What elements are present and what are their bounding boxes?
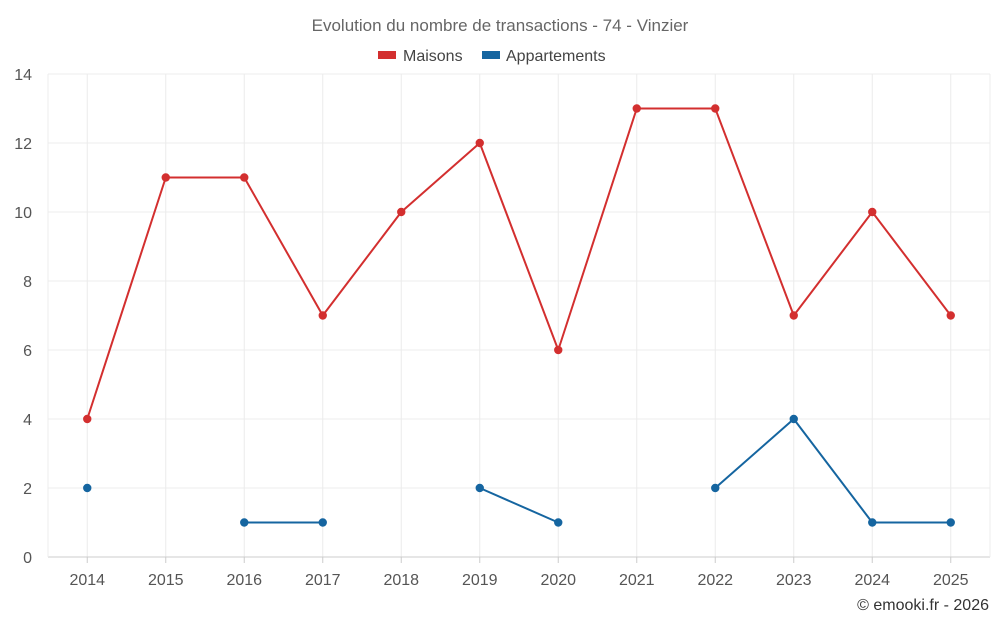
legend-item-maisons[interactable]: Maisons — [378, 48, 463, 65]
legend[interactable]: Maisons Appartements — [378, 48, 606, 65]
x-tick-label: 2017 — [305, 572, 341, 589]
data-point[interactable] — [475, 483, 484, 493]
data-point[interactable] — [868, 207, 877, 217]
x-tick-label: 2024 — [854, 572, 890, 589]
grid — [48, 73, 990, 557]
credit-text: © emooki.fr - 2026 — [857, 597, 989, 614]
legend-swatch — [378, 51, 396, 59]
series-line-segment — [714, 418, 795, 489]
axes: 0 2 4 6 8 10 12 14 2014 2015 2016 2017 2018 2019 2020 2… — [14, 67, 991, 589]
series-maisons — [83, 104, 955, 424]
y-tick-label: 12 — [14, 136, 32, 153]
legend-label: Appartements — [506, 48, 606, 65]
x-tick-label: 2019 — [462, 572, 498, 589]
series-line-segment — [321, 211, 403, 317]
y-tick-label: 6 — [23, 343, 32, 360]
data-point[interactable] — [475, 138, 484, 148]
data-point[interactable] — [711, 483, 720, 493]
x-tick-label: 2016 — [226, 572, 262, 589]
series-line-segment — [86, 176, 167, 420]
series-line-segment — [871, 211, 952, 317]
data-point[interactable] — [240, 173, 249, 182]
data-point[interactable] — [789, 311, 798, 320]
series-line-segment — [400, 142, 481, 213]
data-point[interactable] — [240, 518, 249, 527]
series-appartements — [83, 414, 955, 527]
x-tick-label: 2018 — [383, 572, 419, 589]
series-line-segment — [792, 211, 874, 317]
x-tick-label: 2023 — [776, 572, 812, 589]
x-tick-label: 2015 — [148, 572, 184, 589]
legend-item-appartements[interactable]: Appartements — [482, 48, 606, 65]
data-point[interactable] — [868, 518, 877, 527]
data-point[interactable] — [632, 104, 641, 113]
series-line-segment — [243, 176, 324, 317]
data-point[interactable] — [946, 518, 955, 527]
data-point[interactable] — [789, 414, 798, 424]
y-tick-label: 10 — [14, 205, 32, 222]
y-tick-label: 8 — [23, 274, 32, 291]
x-tick-label: 2025 — [933, 572, 969, 589]
data-point[interactable] — [554, 518, 563, 527]
x-tick-label: 2022 — [697, 572, 733, 589]
data-point[interactable] — [161, 173, 170, 182]
data-point[interactable] — [83, 414, 92, 424]
x-tick-label: 2014 — [69, 572, 105, 589]
series-line-segment — [792, 418, 874, 524]
y-tick-label: 14 — [14, 67, 32, 84]
y-tick-label: 2 — [23, 481, 32, 498]
x-tick-label: 2021 — [619, 572, 655, 589]
series-line-segment — [714, 107, 795, 317]
data-point[interactable] — [83, 483, 92, 493]
data-point[interactable] — [711, 104, 720, 113]
series-line-segment — [478, 142, 560, 351]
data-point[interactable] — [318, 311, 327, 320]
data-point[interactable] — [946, 311, 955, 320]
data-point[interactable] — [397, 207, 406, 217]
x-tick-label: 2020 — [540, 572, 576, 589]
chart-title: Evolution du nombre de transactions - 74… — [312, 16, 689, 35]
legend-label: Maisons — [403, 48, 463, 65]
data-point[interactable] — [554, 345, 563, 355]
y-tick-label: 4 — [23, 412, 32, 429]
series-line-segment — [557, 107, 638, 351]
series-layer — [83, 104, 955, 527]
series-line-segment — [478, 487, 560, 524]
y-tick-label: 0 — [23, 550, 32, 567]
data-point[interactable] — [318, 518, 327, 527]
legend-swatch — [482, 51, 500, 59]
